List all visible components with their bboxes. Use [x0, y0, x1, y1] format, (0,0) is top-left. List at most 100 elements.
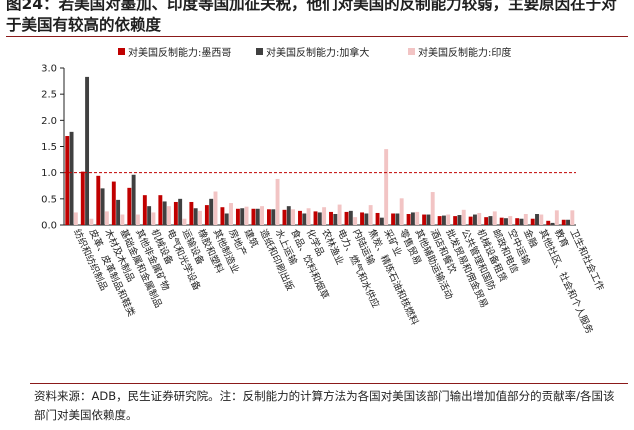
bar-canada	[271, 209, 276, 225]
source-divider	[30, 383, 628, 384]
title-divider	[6, 36, 628, 37]
bar-mexico	[499, 217, 504, 225]
bar-india	[306, 208, 311, 225]
legend-swatch-india	[408, 48, 415, 55]
bar-india	[415, 211, 420, 225]
bar-canada	[116, 199, 121, 225]
bar-india	[104, 211, 109, 225]
bar-mexico	[96, 175, 101, 225]
bar-canada	[178, 198, 183, 225]
bar-india	[523, 214, 528, 225]
legend-swatch-canada	[256, 48, 263, 55]
legend-label-india: 对美国反制能力:印度	[418, 48, 512, 59]
bar-india	[554, 210, 559, 225]
bar-india	[135, 214, 140, 225]
bar-india	[368, 205, 373, 225]
bar-canada	[364, 213, 369, 225]
bar-mexico	[80, 171, 85, 225]
bar-mexico	[158, 195, 163, 225]
bar-india	[399, 198, 404, 225]
bar-canada	[255, 208, 260, 225]
bar-canada	[209, 198, 214, 225]
bar-canada	[302, 213, 307, 225]
bar-canada	[504, 218, 508, 225]
bar-india	[430, 192, 435, 225]
bar-canada	[348, 210, 353, 225]
y-tick-label: 2.5	[41, 90, 57, 101]
bar-india	[120, 214, 125, 225]
bar-mexico	[251, 208, 256, 225]
bar-india	[275, 178, 280, 225]
bar-india	[337, 204, 342, 225]
y-tick-label: 1.0	[41, 168, 57, 179]
bar-mexico	[142, 195, 147, 225]
bar-mexico	[173, 201, 178, 225]
bar-mexico	[375, 212, 380, 225]
bar-india	[260, 206, 264, 225]
bar-india	[229, 203, 233, 225]
bar-mexico	[329, 211, 333, 225]
bar-mexico	[111, 181, 116, 225]
bar-india	[477, 212, 482, 225]
bar-canada	[473, 214, 477, 225]
bar-mexico	[220, 207, 225, 225]
bar-mexico	[422, 214, 427, 225]
bar-mexico	[468, 216, 473, 225]
bar-mexico	[515, 218, 520, 225]
bar-india	[182, 218, 187, 225]
bar-mexico	[313, 211, 318, 225]
legend-swatch-mexico	[118, 48, 125, 55]
bar-canada	[317, 212, 322, 225]
bar-canada	[550, 222, 555, 225]
bar-canada	[457, 215, 462, 225]
bar-india	[198, 210, 202, 225]
bar-mexico	[484, 217, 489, 225]
bar-mexico	[204, 205, 209, 225]
bar-mexico	[453, 216, 458, 225]
bar-mexico	[546, 220, 551, 225]
bar-canada	[395, 213, 400, 225]
bar-mexico	[437, 216, 442, 225]
bar-canada	[535, 214, 539, 225]
legend-item-canada: 对美国反制能力:加拿大	[256, 44, 369, 59]
bar-canada	[85, 76, 90, 225]
bar-mexico	[530, 218, 535, 225]
y-tick-label: 3.0	[41, 64, 57, 75]
bar-mexico	[391, 213, 396, 225]
legend-item-india: 对美国反制能力:印度	[408, 44, 511, 59]
bar-india	[213, 191, 218, 225]
y-tick-label: 2.0	[41, 116, 57, 127]
bar-canada	[488, 216, 493, 225]
bar-canada	[379, 217, 384, 225]
source-note: 资料来源：ADB，民生证券研究院。注：反制能力的计算方法为各国对美国该部门输出增…	[34, 389, 615, 422]
bar-canada	[131, 174, 136, 225]
bar-india	[461, 209, 466, 225]
bar-india	[73, 212, 78, 225]
bar-india	[89, 218, 94, 225]
bar-india	[446, 214, 451, 225]
bar-mexico	[360, 212, 364, 225]
bar-india	[151, 212, 156, 225]
bar-canada	[162, 201, 167, 225]
legend-item-mexico: 对美国反制能力:墨西哥	[118, 44, 231, 59]
chart-title: 图24：若美国对墨加、印度等国加征关税，他们对美国的反制能力较弱，主要原因在于对…	[6, 0, 617, 34]
bar-canada	[426, 214, 431, 225]
bar-india	[508, 216, 513, 225]
bar-chart: 0.00.51.01.52.02.53.0纺织和纺织制品皮革、皮革制品和鞋类木材…	[41, 64, 607, 337]
bar-canada	[193, 208, 198, 225]
bar-mexico	[267, 209, 271, 225]
bar-canada	[100, 188, 105, 225]
bar-canada	[240, 208, 245, 225]
bar-mexico	[561, 219, 566, 225]
bar-india	[166, 206, 171, 225]
bar-canada	[441, 215, 446, 225]
bar-canada	[519, 218, 524, 225]
bar-canada	[286, 206, 291, 225]
bar-mexico	[298, 210, 302, 225]
bar-india	[539, 214, 544, 225]
bar-canada	[147, 206, 152, 225]
legend-label-mexico: 对美国反制能力:墨西哥	[128, 48, 232, 59]
bar-india	[570, 210, 575, 225]
bar-mexico	[235, 208, 240, 225]
bar-canada	[69, 131, 74, 225]
